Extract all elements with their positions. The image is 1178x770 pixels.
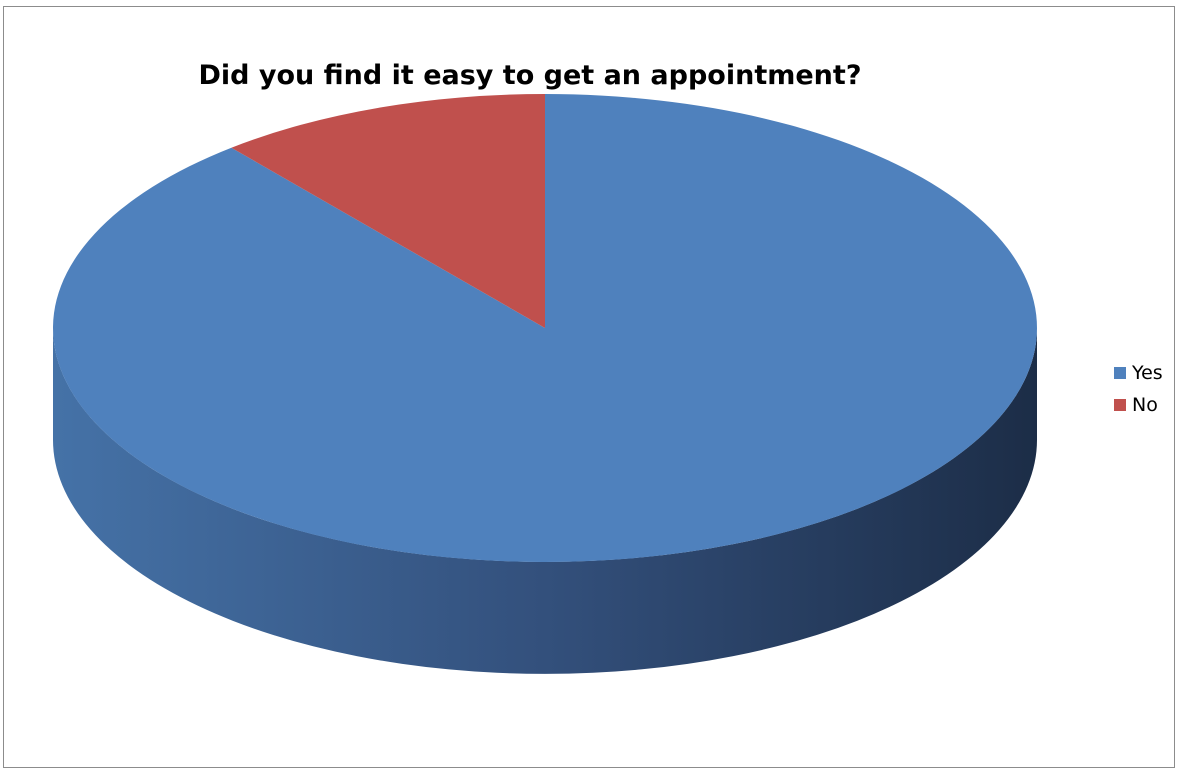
pie-side-wall: [53, 328, 1037, 674]
legend: Yes No: [1114, 360, 1163, 424]
legend-item-yes: Yes: [1114, 360, 1163, 386]
legend-label: No: [1132, 394, 1158, 416]
legend-item-no: No: [1114, 392, 1163, 418]
chart-title: Did you find it easy to get an appointme…: [198, 60, 862, 91]
legend-swatch: [1114, 399, 1126, 411]
pie-slice-no: [231, 94, 545, 328]
legend-label: Yes: [1132, 362, 1163, 384]
legend-swatch: [1114, 367, 1126, 379]
